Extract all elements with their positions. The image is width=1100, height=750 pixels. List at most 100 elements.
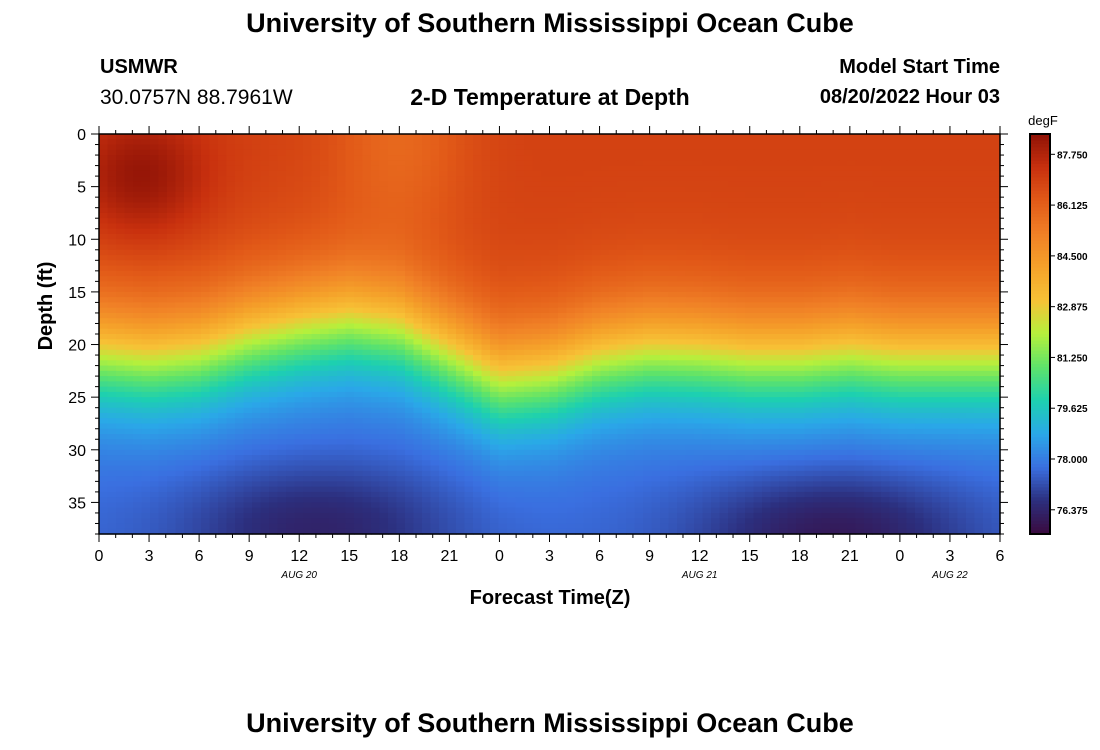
heatmap-cell xyxy=(600,370,610,377)
heatmap-cell xyxy=(260,349,270,356)
heatmap-cell xyxy=(507,197,517,204)
heatmap-cell xyxy=(422,323,432,330)
heatmap-cell xyxy=(124,139,134,146)
heatmap-cell xyxy=(634,186,644,193)
heatmap-cell xyxy=(235,228,245,235)
heatmap-cell xyxy=(405,365,415,372)
heatmap-cell xyxy=(345,318,355,325)
heatmap-cell xyxy=(218,255,228,261)
heatmap-cell xyxy=(991,149,1001,156)
heatmap-cell xyxy=(609,244,619,251)
heatmap-cell xyxy=(736,297,746,304)
heatmap-cell xyxy=(677,202,687,209)
heatmap-cell xyxy=(388,344,398,351)
heatmap-cell xyxy=(872,291,882,298)
heatmap-cell xyxy=(745,270,755,277)
heatmap-cell xyxy=(371,244,381,251)
heatmap-cell xyxy=(116,186,126,193)
heatmap-cell xyxy=(209,286,219,293)
heatmap-cell xyxy=(549,155,559,161)
heatmap-cell xyxy=(99,239,109,246)
heatmap-cell xyxy=(736,360,746,367)
heatmap-cell xyxy=(974,223,984,230)
heatmap-cell xyxy=(345,228,355,235)
heatmap-cell xyxy=(107,307,117,314)
heatmap-cell xyxy=(167,155,177,161)
heatmap-cell xyxy=(796,176,806,182)
heatmap-cell xyxy=(796,255,806,261)
heatmap-cell xyxy=(141,134,151,140)
heatmap-cell xyxy=(133,281,143,288)
heatmap-cell xyxy=(345,297,355,304)
heatmap-cell xyxy=(651,244,661,251)
heatmap-cell xyxy=(872,339,882,346)
heatmap-cell xyxy=(966,370,976,377)
heatmap-cell xyxy=(388,244,398,251)
heatmap-cell xyxy=(643,360,653,367)
heatmap-cell xyxy=(260,307,270,314)
heatmap-cell xyxy=(235,328,245,335)
heatmap-cell xyxy=(549,249,559,256)
heatmap-cell xyxy=(583,281,593,288)
heatmap-cell xyxy=(711,244,721,251)
heatmap-cell xyxy=(532,276,542,282)
heatmap-cell xyxy=(949,176,959,182)
heatmap-cell xyxy=(447,181,457,188)
heatmap-cell xyxy=(311,281,321,288)
heatmap-cell xyxy=(762,249,772,256)
heatmap-cell xyxy=(847,234,857,240)
heatmap-cell xyxy=(354,239,364,246)
heatmap-cell xyxy=(481,197,491,204)
heatmap-cell xyxy=(753,376,763,382)
heatmap-cell xyxy=(549,286,559,293)
heatmap-cell xyxy=(566,160,576,167)
heatmap-cell xyxy=(762,202,772,209)
heatmap-cell xyxy=(337,302,347,309)
heatmap-cell xyxy=(558,339,568,346)
heatmap-cell xyxy=(141,249,151,256)
heatmap-cell xyxy=(320,281,330,288)
heatmap-cell xyxy=(481,176,491,182)
heatmap-cell xyxy=(668,134,678,140)
heatmap-cell xyxy=(260,186,270,193)
heatmap-cell xyxy=(269,249,279,256)
heatmap-cell xyxy=(379,349,389,356)
heatmap-cell xyxy=(235,286,245,293)
heatmap-cell xyxy=(736,228,746,235)
heatmap-cell xyxy=(184,328,194,335)
heatmap-cell xyxy=(940,349,950,356)
heatmap-cell xyxy=(439,149,449,156)
heatmap-cell xyxy=(175,328,185,335)
heatmap-cell xyxy=(821,344,831,351)
heatmap-cell xyxy=(498,276,508,282)
heatmap-cell xyxy=(209,360,219,367)
heatmap-cell xyxy=(515,328,525,335)
heatmap-cell xyxy=(813,323,823,330)
heatmap-cell xyxy=(371,207,381,214)
heatmap-cell xyxy=(371,344,381,351)
heatmap-cell xyxy=(855,170,865,177)
heatmap-cell xyxy=(983,276,993,282)
heatmap-cell xyxy=(855,139,865,146)
heatmap-cell xyxy=(566,281,576,288)
heatmap-cell xyxy=(328,323,338,330)
heatmap-cell xyxy=(218,265,228,272)
heatmap-cell xyxy=(396,265,406,272)
heatmap-cell xyxy=(694,286,704,293)
heatmap-cell xyxy=(422,191,432,198)
heatmap-cell xyxy=(660,202,670,209)
heatmap-cell xyxy=(379,318,389,325)
heatmap-cell xyxy=(762,360,772,367)
heatmap-cell xyxy=(277,355,287,361)
heatmap-cell xyxy=(430,328,440,335)
heatmap-cell xyxy=(507,276,517,282)
heatmap-cell xyxy=(490,207,500,214)
heatmap-cell xyxy=(524,234,534,240)
heatmap-cell xyxy=(175,281,185,288)
heatmap-cell xyxy=(651,197,661,204)
heatmap-cell xyxy=(770,370,780,377)
heatmap-cell xyxy=(796,165,806,172)
heatmap-cell xyxy=(507,328,517,335)
heatmap-cell xyxy=(192,223,202,230)
heatmap-cell xyxy=(932,376,942,382)
